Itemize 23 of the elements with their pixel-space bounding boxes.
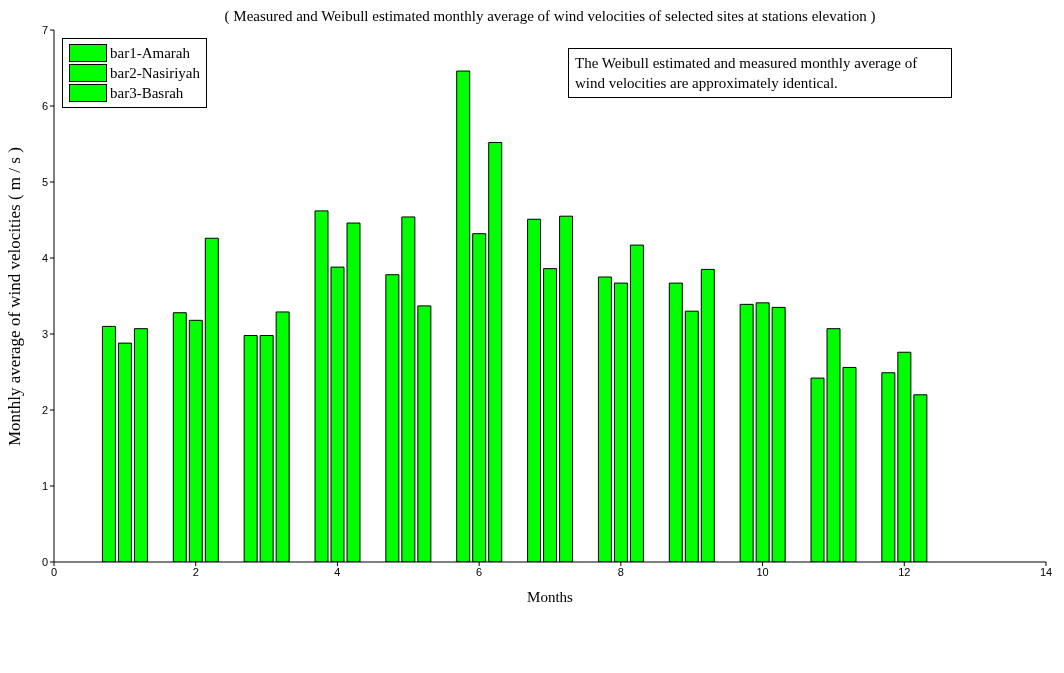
x-tick-label: 4: [334, 565, 341, 578]
y-tick-label: 3: [41, 327, 48, 340]
x-tick-label: 6: [476, 565, 483, 578]
legend-label: bar1-Amarah: [110, 44, 190, 63]
y-tick-label: 4: [41, 251, 48, 264]
annotation: The Weibull estimated and measured monthly average of wind velocities are approximately identical.: [568, 48, 952, 98]
y-tick-label: 7: [41, 23, 48, 36]
legend-label: bar3-Basrah: [110, 84, 184, 103]
x-tick-label: 10: [756, 565, 769, 578]
y-axis-title: Monthly average of wind velocities ( m / s ): [5, 147, 25, 446]
y-tick-label: 5: [41, 175, 48, 188]
x-tick-label: 14: [1039, 565, 1053, 578]
x-tick-label: 8: [617, 565, 624, 578]
y-tick-label: 0: [41, 555, 48, 568]
y-tick-label: 2: [41, 403, 48, 416]
chart-title: ( Measured and Weibull estimated monthly average of wind velocities of selected sites at stations elevation ): [223, 8, 877, 25]
x-tick-label: 0: [50, 565, 58, 578]
legend-label: bar2-Nasiriyah: [110, 64, 200, 83]
x-tick-label: 12: [898, 565, 911, 578]
x-tick-label: 2: [192, 565, 199, 578]
y-tick-label: 6: [41, 99, 48, 112]
x-axis-title: Months: [527, 589, 574, 605]
y-tick-label: 1: [41, 479, 48, 492]
